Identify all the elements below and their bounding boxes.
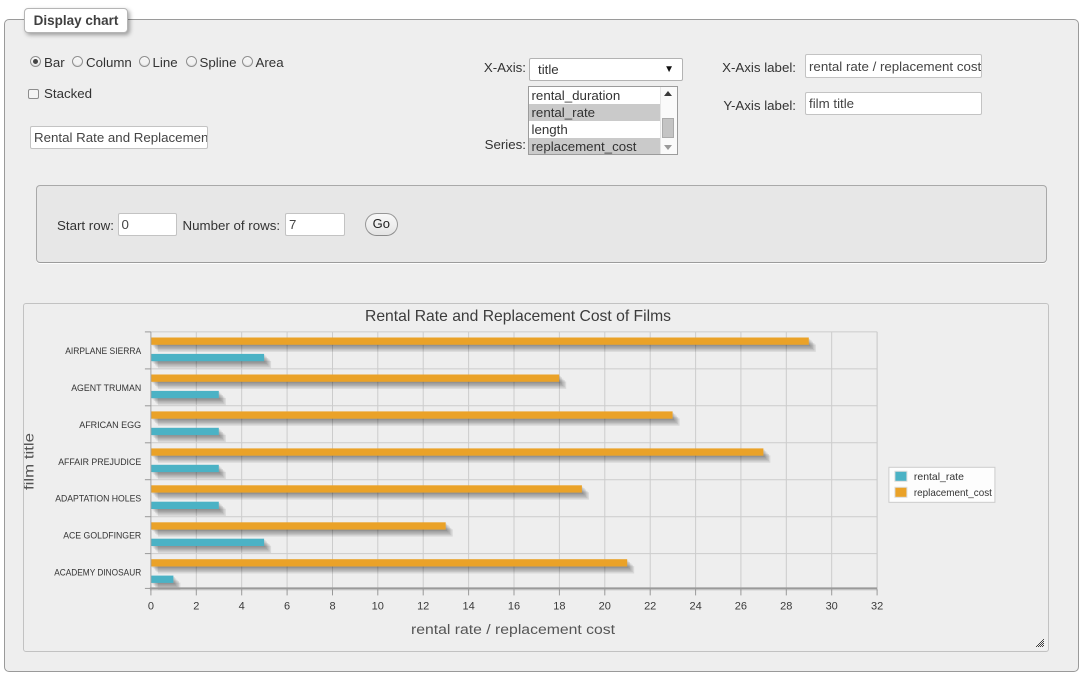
svg-text:ADAPTATION HOLES: ADAPTATION HOLES: [55, 493, 141, 504]
svg-text:28: 28: [780, 600, 792, 612]
svg-text:0: 0: [147, 600, 153, 612]
svg-text:ACADEMY DINOSAUR: ACADEMY DINOSAUR: [54, 567, 141, 578]
svg-text:26: 26: [734, 600, 746, 612]
svg-text:16: 16: [507, 600, 519, 612]
svg-text:rental rate / replacement cost: rental rate / replacement cost: [411, 622, 615, 637]
svg-text:8: 8: [329, 600, 335, 612]
svg-text:10: 10: [371, 600, 383, 612]
svg-text:32: 32: [870, 600, 882, 612]
svg-text:ACE GOLDFINGER: ACE GOLDFINGER: [63, 530, 141, 541]
svg-text:replacement_cost: replacement_cost: [913, 486, 991, 498]
svg-text:AGENT TRUMAN: AGENT TRUMAN: [71, 382, 141, 393]
svg-text:AFRICAN EGG: AFRICAN EGG: [79, 419, 141, 430]
svg-text:AIRPLANE SIERRA: AIRPLANE SIERRA: [65, 345, 142, 356]
svg-text:24: 24: [689, 600, 701, 612]
svg-text:film title: film title: [24, 433, 37, 490]
svg-text:22: 22: [644, 600, 656, 612]
svg-text:18: 18: [553, 600, 565, 612]
svg-text:20: 20: [598, 600, 610, 612]
svg-text:Rental Rate and Replacement Co: Rental Rate and Replacement Cost of Film…: [365, 308, 671, 325]
svg-text:AFFAIR PREJUDICE: AFFAIR PREJUDICE: [58, 456, 141, 467]
svg-text:30: 30: [825, 600, 837, 612]
svg-text:12: 12: [417, 600, 429, 612]
svg-text:14: 14: [462, 600, 474, 612]
svg-text:rental_rate: rental_rate: [913, 470, 963, 482]
svg-text:4: 4: [238, 600, 244, 612]
svg-text:6: 6: [284, 600, 290, 612]
svg-text:2: 2: [193, 600, 199, 612]
